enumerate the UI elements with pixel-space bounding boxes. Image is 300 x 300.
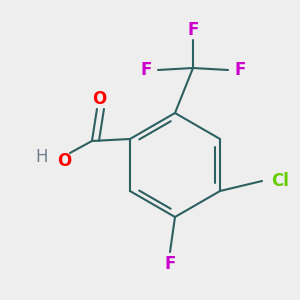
Text: F: F — [187, 21, 199, 39]
Text: Cl: Cl — [271, 172, 289, 190]
Text: O: O — [57, 152, 71, 170]
Text: F: F — [164, 255, 176, 273]
Text: F: F — [234, 61, 246, 79]
Text: H: H — [36, 148, 48, 166]
Text: F: F — [140, 61, 152, 79]
Text: O: O — [92, 90, 106, 108]
